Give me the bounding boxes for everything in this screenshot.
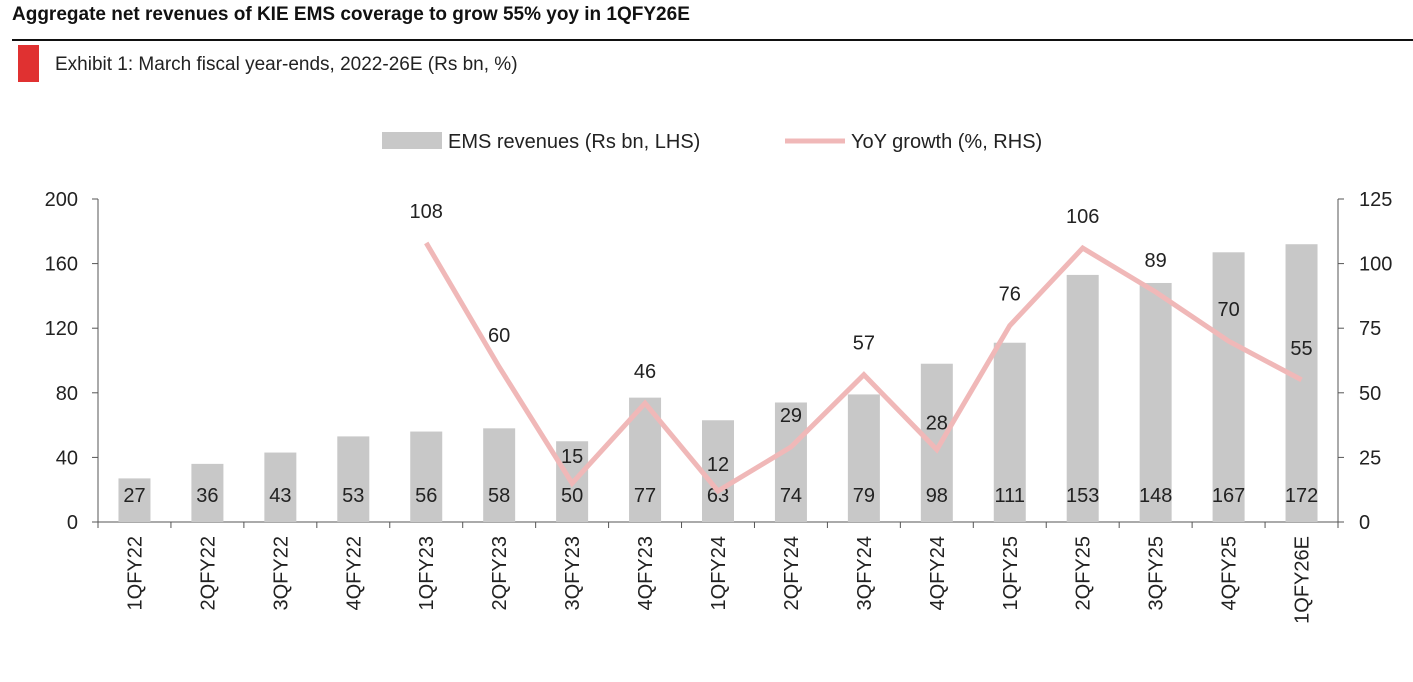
category-label: 1QFY25 bbox=[1000, 536, 1022, 610]
bar-value-label: 43 bbox=[269, 485, 291, 507]
right-tick-label: 125 bbox=[1359, 189, 1392, 211]
right-tick-label: 100 bbox=[1359, 254, 1392, 276]
growth-value-label: 46 bbox=[634, 361, 656, 383]
category-label: 4QFY25 bbox=[1219, 536, 1241, 610]
bar bbox=[702, 420, 734, 522]
bar bbox=[483, 428, 516, 522]
category-label: 2QFY24 bbox=[781, 536, 803, 610]
category-label: 1QFY24 bbox=[708, 536, 730, 610]
bar-value-label: 27 bbox=[123, 485, 145, 507]
right-tick-label: 75 bbox=[1359, 318, 1381, 340]
growth-labels: 108 60 15 46 12 29 57 28 76 106 89 70 55 bbox=[410, 201, 1313, 476]
category-label: 1QFY26E bbox=[1292, 536, 1314, 624]
bar bbox=[264, 452, 297, 522]
growth-value-label: 89 bbox=[1145, 250, 1167, 272]
category-label: 2QFY23 bbox=[489, 536, 511, 610]
exhibit-marker bbox=[18, 45, 39, 82]
left-tick-label: 40 bbox=[56, 447, 78, 469]
category-label: 3QFY24 bbox=[854, 536, 876, 610]
growth-value-label: 106 bbox=[1066, 206, 1099, 228]
growth-value-label: 108 bbox=[410, 201, 443, 223]
bar bbox=[1066, 274, 1099, 522]
right-tick-label: 25 bbox=[1359, 447, 1381, 469]
bar bbox=[847, 394, 880, 522]
legend-line-label: YoY growth (%, RHS) bbox=[851, 131, 1042, 153]
category-label: 4QFY22 bbox=[343, 536, 365, 610]
growth-value-label: 28 bbox=[926, 413, 948, 435]
legend-bar-label: EMS revenues (Rs bn, LHS) bbox=[448, 131, 700, 153]
bar-value-label: 58 bbox=[488, 485, 510, 507]
legend: EMS revenues (Rs bn, LHS) YoY growth (%,… bbox=[382, 131, 1042, 153]
bar-value-label: 36 bbox=[196, 485, 218, 507]
bar-value-label: 167 bbox=[1212, 485, 1245, 507]
growth-line bbox=[424, 241, 1303, 495]
x-axis-labels: 1QFY22 2QFY22 3QFY22 4QFY22 1QFY23 2QFY23 3QFY… bbox=[124, 536, 1313, 624]
bar bbox=[118, 478, 151, 522]
left-tick-label: 160 bbox=[45, 254, 78, 276]
category-label: 1QFY23 bbox=[416, 536, 438, 610]
legend-bar-swatch bbox=[382, 132, 442, 149]
bar-value-label: 74 bbox=[780, 485, 802, 507]
title-rule bbox=[12, 39, 1413, 41]
bar bbox=[1212, 252, 1245, 523]
bar-value-label: 56 bbox=[415, 485, 437, 507]
bar bbox=[920, 363, 953, 522]
bar-value-label: 50 bbox=[561, 485, 583, 507]
category-label: 2QFY25 bbox=[1073, 536, 1095, 610]
bars bbox=[118, 244, 1318, 523]
bar-value-label: 172 bbox=[1285, 485, 1318, 507]
category-label: 3QFY25 bbox=[1146, 536, 1168, 610]
left-tick-label: 80 bbox=[56, 383, 78, 405]
category-label: 2QFY22 bbox=[197, 536, 219, 610]
left-tick-label: 0 bbox=[67, 512, 78, 534]
bar-value-label: 53 bbox=[342, 485, 364, 507]
left-tick-label: 200 bbox=[45, 189, 78, 211]
right-tick-label: 0 bbox=[1359, 512, 1370, 534]
category-label: 3QFY23 bbox=[562, 536, 584, 610]
growth-value-label: 76 bbox=[999, 284, 1021, 306]
left-tick-label: 120 bbox=[45, 318, 78, 340]
growth-value-label: 29 bbox=[780, 405, 802, 427]
bar bbox=[774, 402, 807, 522]
bar bbox=[337, 436, 370, 522]
bar bbox=[191, 463, 224, 522]
growth-value-label: 57 bbox=[853, 333, 875, 355]
growth-value-label: 70 bbox=[1217, 299, 1239, 321]
growth-value-label: 12 bbox=[707, 454, 729, 476]
bar-value-label: 153 bbox=[1066, 485, 1099, 507]
exhibit-subtitle: Exhibit 1: March fiscal year-ends, 2022-… bbox=[55, 54, 518, 75]
bar-value-label: 148 bbox=[1139, 485, 1172, 507]
growth-value-label: 60 bbox=[488, 325, 510, 347]
right-tick-label: 50 bbox=[1359, 383, 1381, 405]
growth-value-label: 55 bbox=[1290, 338, 1312, 360]
bar-value-label: 111 bbox=[995, 485, 1025, 507]
chart-title: Aggregate net revenues of KIE EMS covera… bbox=[12, 4, 690, 25]
category-label: 4QFY23 bbox=[635, 536, 657, 610]
category-label: 4QFY24 bbox=[927, 536, 949, 610]
bar-labels: 27 36 43 53 56 58 50 77 63 74 79 98 111 153 148 167 172 bbox=[123, 485, 1318, 507]
bar-value-label: 98 bbox=[926, 485, 948, 507]
bar bbox=[993, 342, 1026, 522]
growth-value-label: 15 bbox=[561, 446, 583, 468]
bar bbox=[1139, 282, 1172, 522]
category-label: 1QFY22 bbox=[124, 536, 146, 610]
growth-line-path bbox=[424, 241, 1303, 495]
category-label: 3QFY22 bbox=[270, 536, 292, 610]
bar-value-label: 77 bbox=[634, 485, 656, 507]
bar bbox=[1285, 244, 1318, 522]
bar bbox=[410, 431, 443, 522]
bar-value-label: 79 bbox=[853, 485, 875, 507]
